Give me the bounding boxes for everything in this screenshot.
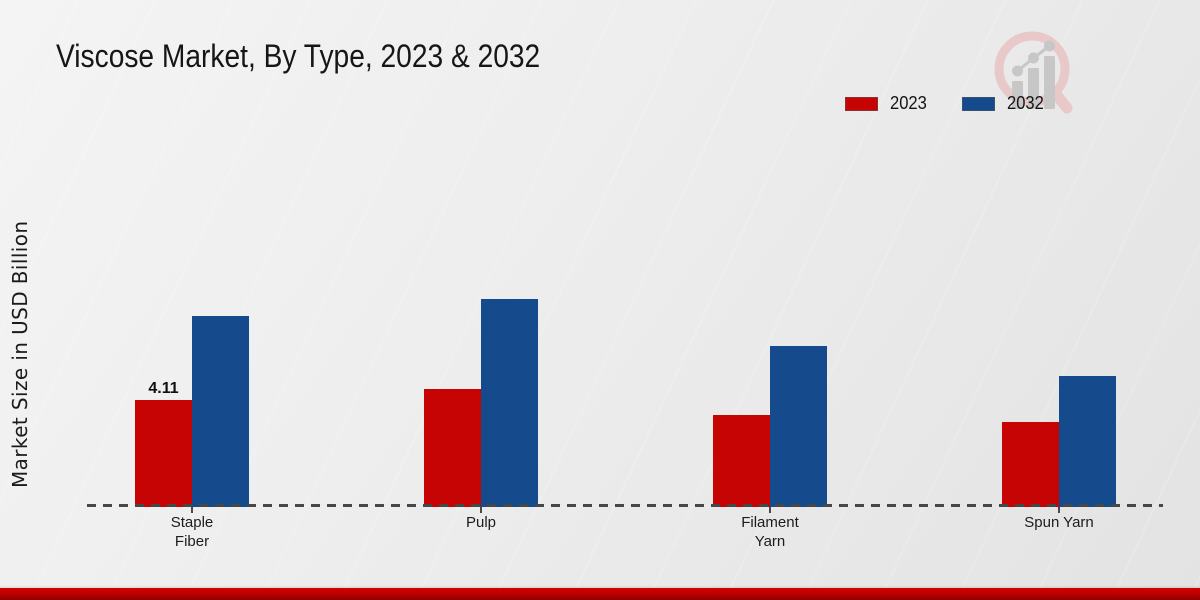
x-axis-tick [1058, 507, 1060, 513]
legend-label: 2023 [890, 93, 927, 113]
legend: 2023 2032 [845, 93, 1047, 114]
bar-2032-filament-yarn [770, 346, 827, 507]
x-axis-tick [769, 507, 771, 513]
legend-item-2023: 2023 [845, 93, 930, 114]
legend-swatch-2023 [845, 96, 878, 111]
brand-watermark-logo [994, 31, 1073, 114]
bar-2023-pulp [424, 389, 481, 507]
chart-title: Viscose Market, By Type, 2023 & 2032 [56, 38, 541, 74]
bar-value-label: 4.11 [148, 380, 179, 397]
bottom-accent-bar [0, 588, 1200, 600]
x-axis-tick [480, 507, 482, 513]
x-tick-label-pulp: Pulp [465, 514, 497, 531]
x-axis-tick [191, 507, 193, 513]
x-axis-baseline [87, 504, 1163, 507]
bar-2032-staple-fiber [192, 316, 249, 507]
legend-label: 2032 [1007, 93, 1044, 113]
x-tick-label-spun-yarn: Spun Yarn [1024, 514, 1094, 531]
bar-2023-filament-yarn [713, 415, 770, 507]
bar-2023-spun-yarn [1002, 422, 1059, 507]
bar-2023-staple-fiber [135, 400, 192, 507]
legend-swatch-2032 [962, 96, 996, 111]
bar-2032-pulp [481, 299, 538, 507]
bar-2032-spun-yarn [1059, 376, 1116, 507]
x-tick-label-filament-yarn: Filament Yarn [741, 514, 799, 550]
y-axis-label: Market Size in USD Billion [8, 220, 32, 488]
x-tick-label-staple-fiber: Staple Fiber [170, 514, 214, 550]
growth-bars-icon [1012, 40, 1055, 109]
legend-item-2032: 2032 [962, 93, 1047, 114]
